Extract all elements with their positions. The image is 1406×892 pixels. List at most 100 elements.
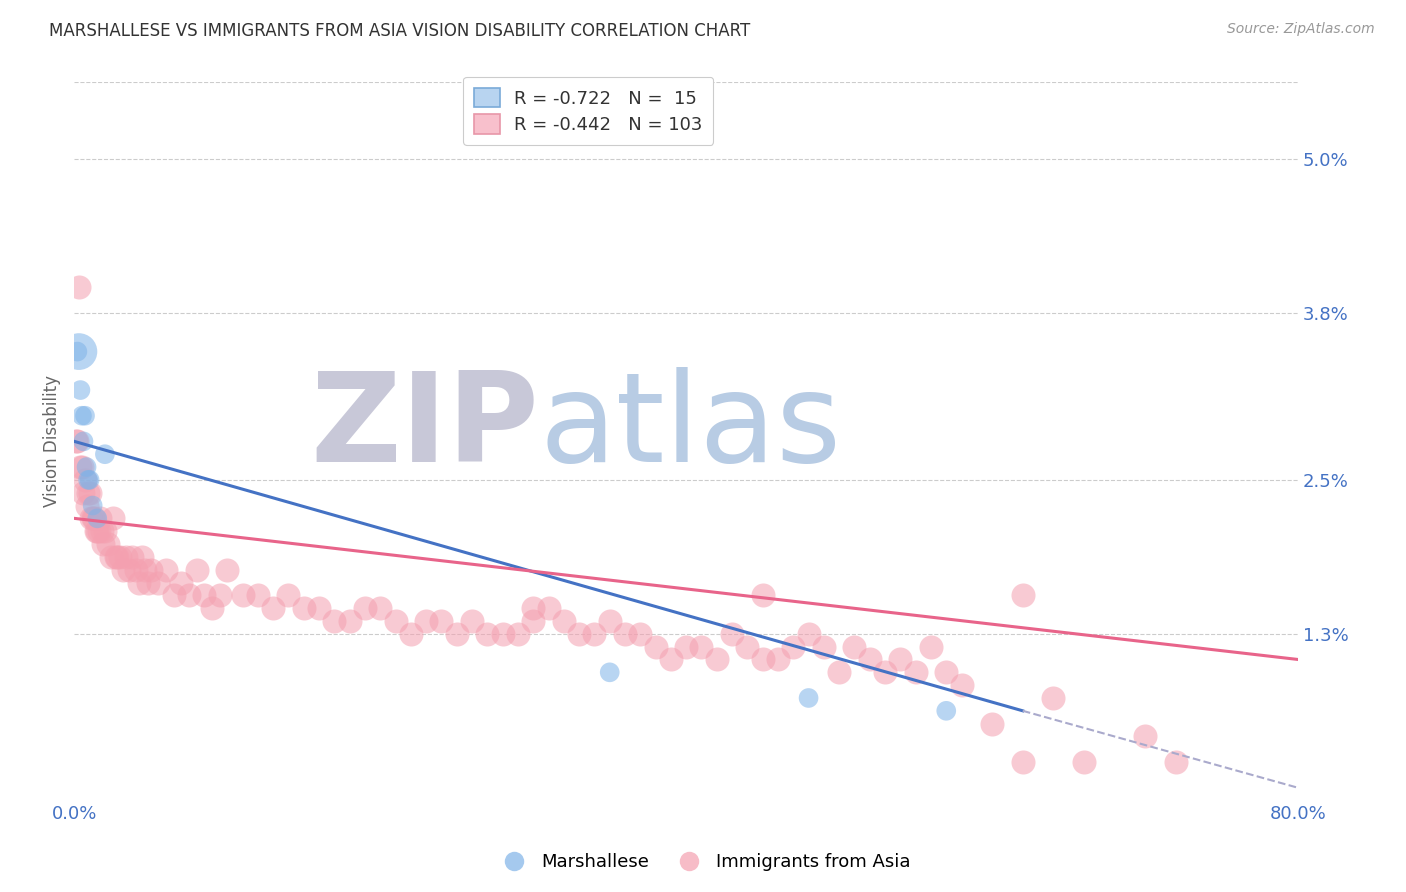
Point (614, 627, 637, 641)
Point (644, 640, 666, 654)
Point (766, 652, 789, 666)
Point (628, 627, 651, 641)
Point (491, 627, 513, 641)
Point (308, 601, 330, 615)
Point (121, 549, 143, 564)
Point (66, 434, 89, 449)
Point (131, 549, 153, 564)
Point (170, 575, 193, 590)
Point (76, 460, 98, 475)
Point (67, 344, 90, 359)
Point (751, 588, 773, 602)
Point (706, 652, 728, 666)
Point (568, 627, 591, 641)
Point (859, 652, 882, 666)
Point (354, 601, 377, 615)
Point (72, 434, 94, 449)
Point (277, 588, 299, 602)
Point (163, 588, 186, 602)
Point (1164, 755, 1187, 769)
Text: MARSHALLESE VS IMMIGRANTS FROM ASIA VISION DISABILITY CORRELATION CHART: MARSHALLESE VS IMMIGRANTS FROM ASIA VISI… (49, 22, 751, 40)
Legend: Marshallese, Immigrants from Asia: Marshallese, Immigrants from Asia (489, 847, 917, 879)
Point (797, 690, 820, 705)
Point (935, 665, 957, 680)
Point (94, 524, 117, 539)
Point (139, 563, 162, 577)
Point (148, 575, 170, 590)
Point (751, 652, 773, 666)
Point (889, 652, 911, 666)
Point (415, 614, 437, 628)
Point (828, 665, 851, 680)
Point (873, 665, 896, 680)
Point (292, 601, 315, 615)
Point (104, 549, 127, 564)
Point (82, 511, 104, 525)
Point (89, 511, 111, 525)
Point (813, 640, 835, 654)
Point (90, 524, 112, 539)
Point (384, 614, 406, 628)
Point (80, 511, 103, 525)
Point (659, 652, 682, 666)
Point (101, 511, 124, 525)
Point (108, 549, 131, 564)
Point (97, 537, 120, 551)
Y-axis label: Vision Disability: Vision Disability (44, 376, 60, 508)
Point (737, 640, 759, 654)
Point (69, 383, 91, 397)
Point (128, 575, 150, 590)
Point (79, 473, 101, 487)
Point (83, 511, 105, 525)
Point (553, 614, 575, 628)
Point (981, 716, 1004, 731)
Point (84, 524, 107, 539)
Point (105, 549, 128, 564)
Point (920, 640, 942, 654)
Point (399, 627, 422, 641)
Point (134, 563, 156, 577)
Point (461, 614, 484, 628)
Text: Source: ZipAtlas.com: Source: ZipAtlas.com (1227, 22, 1375, 37)
Point (232, 588, 254, 602)
Point (69, 460, 91, 475)
Point (446, 627, 468, 641)
Point (782, 640, 804, 654)
Point (506, 627, 529, 641)
Point (1073, 755, 1095, 769)
Point (73, 473, 96, 487)
Point (950, 678, 973, 692)
Point (935, 704, 957, 718)
Point (1042, 690, 1064, 705)
Point (118, 563, 141, 577)
Point (67, 280, 90, 294)
Text: atlas: atlas (540, 367, 841, 488)
Point (522, 601, 544, 615)
Point (690, 640, 713, 654)
Point (675, 640, 697, 654)
Point (583, 627, 606, 641)
Point (537, 601, 560, 615)
Point (100, 549, 122, 564)
Point (73, 409, 96, 423)
Point (82, 499, 104, 513)
Point (77, 485, 100, 500)
Point (208, 588, 231, 602)
Point (77, 473, 100, 487)
Point (1133, 730, 1156, 744)
Point (115, 549, 138, 564)
Point (368, 601, 391, 615)
Point (201, 601, 224, 615)
Legend: R = -0.722   N =  15, R = -0.442   N = 103: R = -0.722 N = 15, R = -0.442 N = 103 (464, 77, 713, 145)
Point (904, 665, 927, 680)
Point (79, 485, 101, 500)
Point (155, 563, 177, 577)
Point (86, 524, 108, 539)
Point (262, 601, 284, 615)
Point (797, 627, 820, 641)
Point (599, 614, 621, 628)
Point (1011, 588, 1033, 602)
Point (136, 575, 159, 590)
Point (246, 588, 269, 602)
Point (86, 511, 108, 525)
